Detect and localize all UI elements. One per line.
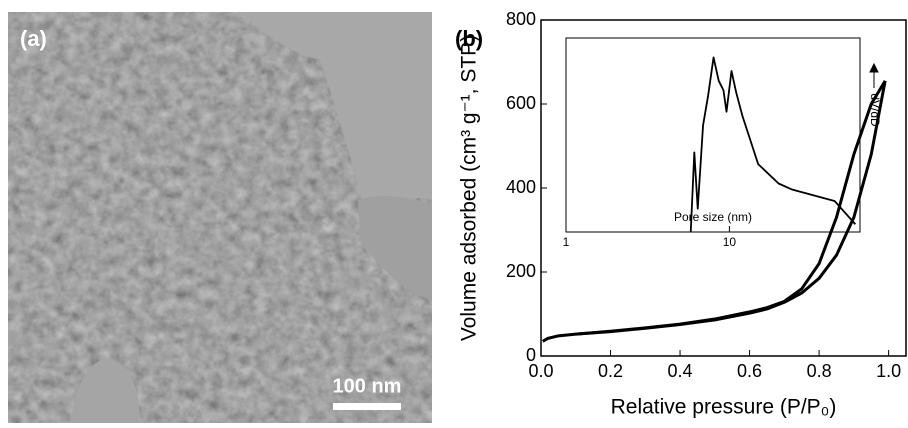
plot-frame: [541, 20, 906, 356]
y-axis-label: Volume adsorbed (cm³ g⁻¹, STP): [458, 35, 481, 341]
y-axis-arrow: [870, 64, 878, 88]
x-tick-label: 10: [723, 235, 737, 249]
y-axis-label: dV/dD: [868, 93, 882, 127]
x-axis-label: Relative pressure (P/P₀): [611, 396, 837, 419]
x-tick-label: 1.0: [876, 361, 901, 381]
series-line: [691, 57, 856, 232]
figure: (a) 100 nm 0.00.20.40.60.81.002004006008…: [0, 0, 908, 423]
page: (a) 100 nm 0.00.20.40.60.81.002004006008…: [0, 0, 908, 423]
x-tick-label: 0.2: [598, 361, 623, 381]
scale-bar: [333, 403, 401, 410]
scale-bar-label: 100 nm: [333, 375, 402, 397]
series-line: [576, 81, 885, 334]
x-tick-label: 0.4: [668, 361, 693, 381]
panel-label: (a): [20, 26, 47, 51]
x-tick-label: 1: [563, 235, 570, 249]
y-tick-label: 200: [506, 261, 536, 281]
x-axis-label: Pore size (nm): [674, 210, 752, 224]
y-tick-label: 600: [506, 93, 536, 113]
y-tick-label: 400: [506, 177, 536, 197]
x-tick-label: 0.8: [807, 361, 832, 381]
x-tick-label: 0.6: [737, 361, 762, 381]
y-tick-label: 0: [526, 345, 536, 365]
y-tick-label: 800: [506, 9, 536, 29]
tem-image: (a) 100 nm: [8, 12, 432, 423]
